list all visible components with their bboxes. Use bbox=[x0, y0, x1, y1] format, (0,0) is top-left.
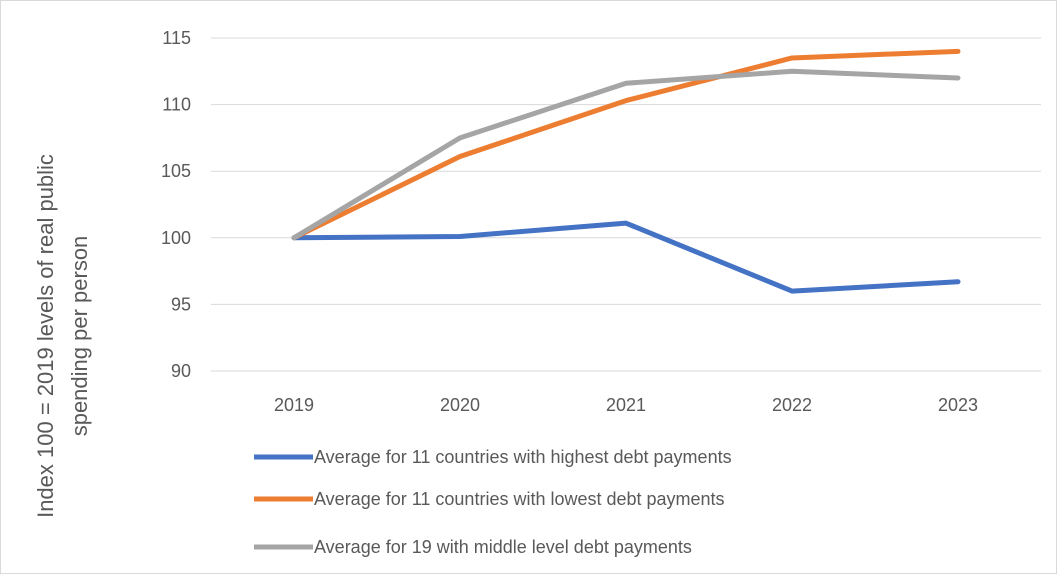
y-axis-title-line-2: spending per person bbox=[67, 236, 92, 437]
y-tick-label: 110 bbox=[162, 95, 191, 115]
y-axis-title-line-1: Index 100 = 2019 levels of real public bbox=[33, 154, 58, 518]
gridlines bbox=[211, 37, 1041, 372]
x-tick-label: 2020 bbox=[440, 395, 480, 415]
legend-label-3: Average for 19 with middle level debt pa… bbox=[314, 537, 692, 557]
series-line-2 bbox=[291, 48, 961, 241]
x-tick-label: 2021 bbox=[606, 395, 646, 415]
y-tick-label: 105 bbox=[161, 161, 191, 181]
y-tick-label: 90 bbox=[171, 361, 191, 381]
legend-label-2: Average for 11 countries with lowest deb… bbox=[314, 489, 725, 509]
y-tick-labels: 90 95 100 105 110 115 bbox=[161, 28, 191, 381]
x-tick-label: 2023 bbox=[938, 395, 978, 415]
legend: Average for 11 countries with highest de… bbox=[254, 447, 732, 557]
series-lines bbox=[291, 48, 961, 294]
series-line-1 bbox=[291, 220, 961, 294]
y-tick-label: 115 bbox=[162, 28, 191, 48]
series-line-3 bbox=[291, 68, 961, 241]
x-tick-label: 2022 bbox=[772, 395, 812, 415]
y-tick-label: 100 bbox=[161, 228, 191, 248]
x-tick-label: 2019 bbox=[274, 395, 314, 415]
legend-label-1: Average for 11 countries with highest de… bbox=[314, 447, 732, 467]
x-tick-labels: 2019 2020 2021 2022 2023 bbox=[274, 395, 978, 415]
y-tick-label: 95 bbox=[171, 294, 191, 314]
